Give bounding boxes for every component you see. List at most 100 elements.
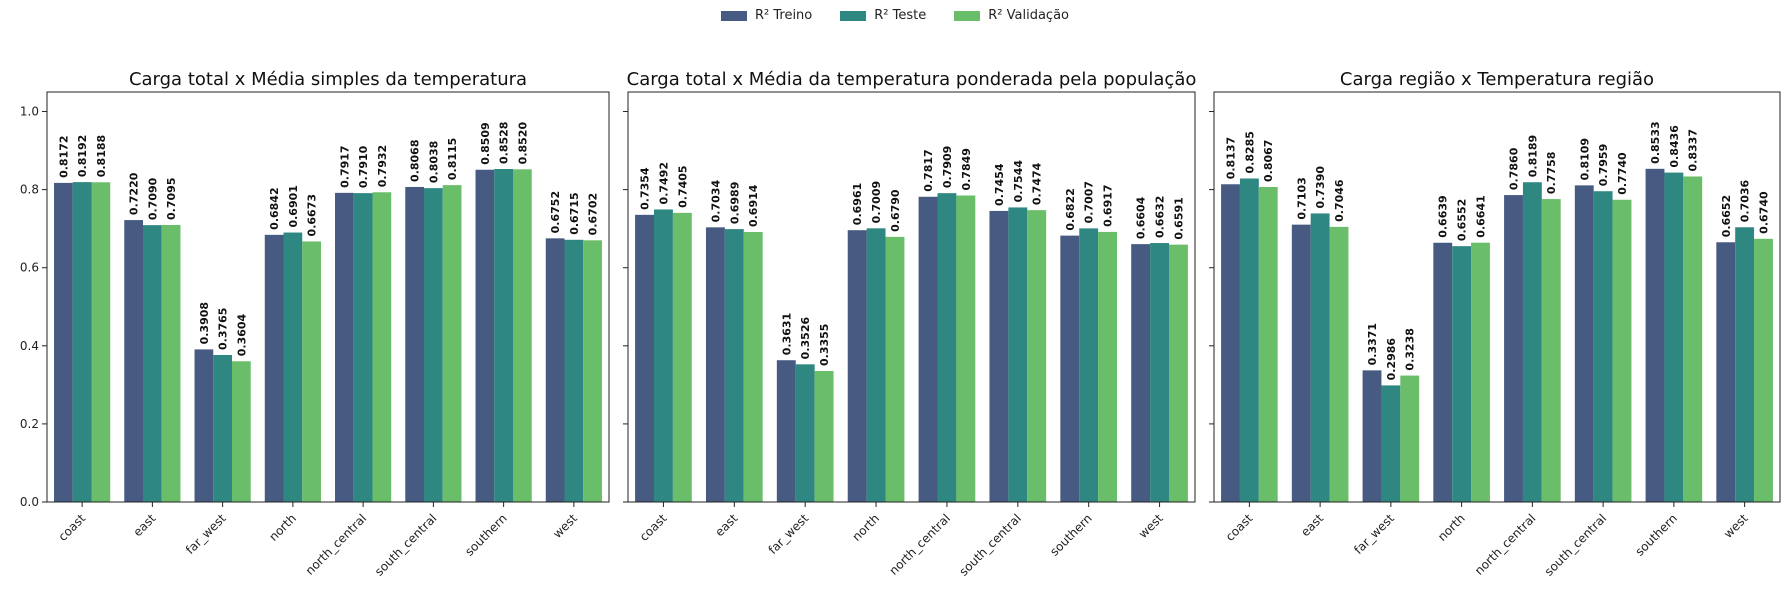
bar-far_west-series-3 [1400, 375, 1420, 502]
bar-far_west-series-2 [1381, 385, 1401, 502]
x-tick-label: south_central [372, 511, 439, 578]
data-label: 0.3238 [1404, 328, 1417, 370]
data-label: 0.8189 [1526, 135, 1539, 177]
legend-swatch-validacao [954, 10, 981, 21]
data-label: 0.8528 [498, 122, 511, 164]
bar-east-series-2 [1310, 213, 1330, 502]
x-tick-label: south_central [956, 511, 1023, 578]
bar-north-series-1 [264, 234, 284, 503]
data-label: 0.7917 [338, 145, 351, 187]
data-label: 0.7860 [1508, 147, 1521, 190]
bar-north_central-series-3 [1541, 199, 1561, 502]
bar-southern-series-2 [494, 169, 513, 503]
data-label: 0.7544 [1012, 160, 1025, 203]
bar-north-series-3 [302, 241, 321, 502]
data-label: 0.8188 [95, 135, 108, 177]
bar-far_west-series-1 [776, 360, 796, 502]
data-label: 0.6673 [306, 194, 319, 236]
bar-coast-series-3 [91, 182, 111, 503]
data-label: 0.7758 [1545, 152, 1558, 194]
bar-south_central-series-2 [1593, 191, 1613, 502]
x-tick-label: far_west [183, 511, 229, 557]
plot-frame [46, 91, 610, 503]
data-label: 0.8192 [76, 135, 89, 177]
data-label: 0.7354 [639, 167, 652, 210]
bar-north-series-1 [847, 230, 867, 503]
legend-item-teste: R² Teste [840, 8, 926, 23]
data-label: 0.7009 [870, 181, 883, 223]
data-label: 0.6914 [747, 184, 760, 227]
bar-south_central-series-3 [1027, 210, 1047, 503]
data-label: 0.2986 [1385, 338, 1398, 381]
bar-south_central-series-3 [442, 185, 462, 502]
data-label: 0.8533 [1649, 121, 1662, 163]
data-label: 0.3604 [235, 313, 248, 356]
data-label: 0.8109 [1578, 138, 1591, 180]
y-tick-label: 1.0 [20, 105, 39, 119]
data-label: 0.8520 [516, 122, 529, 165]
bar-east-series-2 [143, 225, 162, 502]
chart-panel-3: Carga região x Temperatura região 0.8137 0… [1209, 69, 1781, 579]
x-tick-label: north [266, 511, 299, 544]
data-label: 0.6790 [889, 189, 902, 232]
data-label: 0.7492 [657, 162, 670, 204]
legend-swatch-teste [840, 10, 867, 21]
x-tick-label: north_central [1472, 511, 1539, 578]
data-label: 0.7405 [676, 165, 689, 207]
x-tick-label: coast [637, 511, 670, 544]
legend-label-treino: R² Treino [754, 8, 813, 23]
data-label: 0.3765 [217, 308, 230, 350]
bar-southern-series-1 [1060, 235, 1080, 503]
bar-far_west-series-1 [1362, 370, 1382, 502]
x-tick-label: east [130, 511, 158, 539]
legend-item-treino: R² Treino [720, 8, 813, 23]
x-tick-label: north [850, 511, 883, 544]
bar-west-series-3 [1754, 238, 1773, 503]
data-label: 0.8137 [1225, 137, 1238, 179]
data-label: 0.6989 [728, 182, 741, 224]
data-label: 0.7474 [1031, 162, 1044, 205]
legend-label-validacao: R² Validação [988, 8, 1069, 23]
y-tick-label: 0.2 [20, 417, 39, 431]
bar-coast-series-2 [72, 182, 92, 503]
bar-north-series-2 [866, 228, 886, 502]
data-label: 0.6632 [1154, 196, 1167, 238]
data-label: 0.3908 [198, 302, 211, 344]
data-label: 0.8038 [427, 141, 440, 183]
bar-southern-series-3 [512, 169, 532, 503]
data-label: 0.3371 [1366, 323, 1379, 365]
bar-southern-series-1 [1645, 168, 1665, 502]
data-label: 0.7932 [376, 145, 389, 187]
legend-label-teste: R² Teste [874, 8, 927, 23]
data-label: 0.8436 [1668, 125, 1681, 168]
data-label: 0.6652 [1720, 195, 1733, 237]
bar-north_central-series-1 [1504, 195, 1523, 503]
data-label: 0.6901 [287, 185, 300, 227]
x-tick-label: north [1435, 511, 1468, 544]
chart-title: Carga total x Média simples da temperatu… [129, 69, 527, 90]
data-label: 0.8285 [1243, 131, 1256, 173]
chart-legend: R² Treino R² Teste R² Validação [0, 8, 1790, 23]
x-tick-label: southern [1047, 511, 1095, 559]
bar-southern-series-3 [1098, 231, 1118, 502]
bar-far_west-series-2 [795, 364, 815, 502]
bar-coast-series-2 [653, 209, 673, 502]
x-tick-label: east [712, 511, 740, 539]
bar-west-series-2 [564, 239, 584, 503]
data-label: 0.8115 [446, 138, 459, 180]
bar-north_central-series-2 [1522, 182, 1542, 502]
chart-title: Carga região x Temperatura região [1340, 69, 1654, 90]
data-label: 0.3631 [780, 313, 793, 355]
bar-west-series-1 [545, 238, 565, 503]
bar-south_central-series-1 [1574, 185, 1594, 502]
x-tick-label: south_central [1542, 511, 1609, 578]
bar-east-series-3 [161, 224, 181, 502]
x-tick-label: north_central [303, 511, 370, 578]
bar-far_west-series-3 [814, 370, 834, 502]
data-label: 0.6961 [851, 183, 864, 225]
bar-south_central-series-1 [989, 210, 1009, 503]
data-label: 0.7849 [960, 148, 973, 190]
data-label: 0.7046 [1333, 179, 1346, 222]
bar-coast-series-1 [1221, 184, 1240, 502]
